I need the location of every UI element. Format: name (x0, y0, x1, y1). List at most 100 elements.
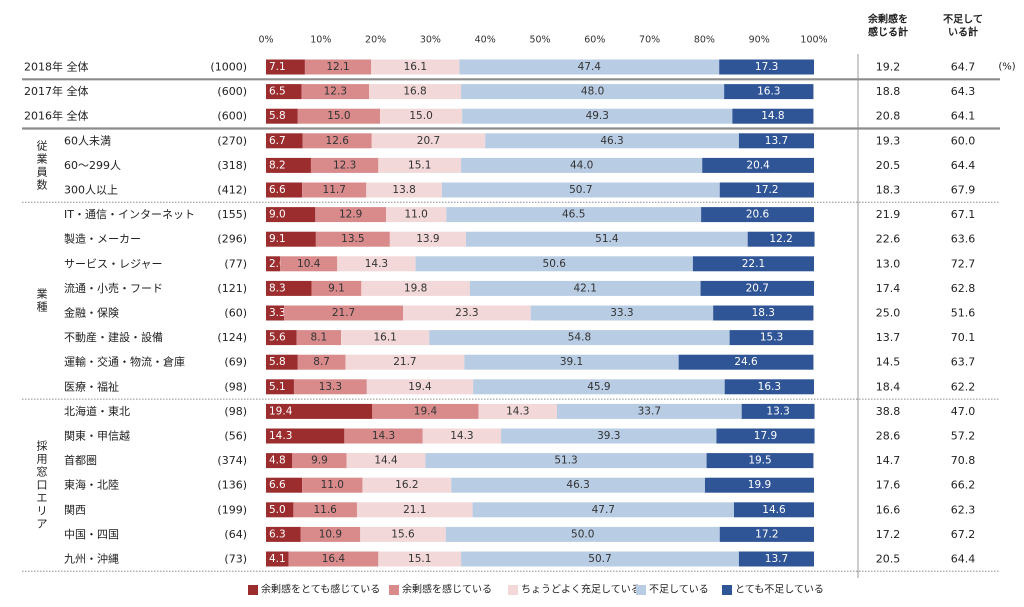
bar-segment (369, 84, 462, 100)
bar-value-label: 45.9 (587, 381, 610, 393)
bar-segment (372, 403, 479, 419)
bar-segment (478, 403, 557, 419)
bar-segment (266, 108, 298, 124)
bar-value-label: 5.6 (269, 332, 286, 344)
bar-value-label: 16.1 (404, 61, 427, 73)
bar-value-label: 15.6 (391, 528, 415, 540)
surplus-total: 25.0 (876, 307, 901, 320)
bar-value-label: 15.0 (409, 110, 432, 122)
legend-label: 余剰感を感じている (402, 583, 492, 596)
row-label: 2016年 全体 (24, 109, 89, 123)
bar-value-label: 4.1 (269, 553, 286, 565)
bar-segment (706, 453, 814, 469)
bar-segment (344, 428, 423, 444)
bar-value-label: 21.1 (403, 504, 426, 516)
bar-value-label: 50.0 (571, 528, 594, 540)
row-n: (318) (217, 159, 247, 172)
bar-value-label: 11.6 (313, 504, 337, 516)
row-n: (121) (217, 282, 247, 295)
bar-segment (445, 526, 720, 542)
bar-value-label: 21.7 (332, 307, 355, 319)
bar-segment (429, 330, 730, 346)
bar-segment (301, 84, 370, 100)
row-n: (77) (224, 257, 247, 270)
bar-value-label: 9.1 (328, 282, 345, 294)
bar-segment (346, 453, 426, 469)
bar-segment (747, 231, 815, 247)
bar-value-label: 9.0 (269, 209, 286, 221)
bar-value-label: 5.8 (269, 356, 286, 368)
bar-segment (266, 330, 297, 346)
bar-segment (415, 256, 693, 272)
bar-value-label: 16.3 (757, 86, 780, 98)
row-n: (56) (224, 430, 247, 443)
bar-segment (700, 280, 814, 296)
bar-segment (315, 207, 387, 223)
bar-segment (733, 502, 814, 518)
surplus-total: 19.3 (876, 134, 901, 147)
bar-segment (284, 305, 403, 321)
surplus-total: 21.9 (876, 208, 901, 221)
group-label-char: 口 (37, 479, 48, 492)
bar-segment (461, 551, 739, 567)
group-label-char: 員 (37, 165, 48, 178)
bar-segment (556, 403, 742, 419)
bar-segment (473, 379, 725, 395)
bar-value-label: 13.8 (392, 184, 415, 196)
bar-value-label: 11.0 (404, 209, 427, 221)
row-label: 2017年 全体 (24, 84, 89, 98)
bar-segment (378, 157, 462, 173)
shortage-total: 64.4 (951, 553, 976, 566)
bar-value-label: 14.3 (506, 405, 529, 417)
bar-value-label: 20.7 (746, 282, 769, 294)
bar-segment (389, 231, 467, 247)
row-n: (374) (217, 454, 247, 467)
row-label: 60～299人 (64, 159, 121, 172)
shortage-total: 67.2 (951, 528, 976, 541)
bar-value-label: 20.7 (417, 135, 440, 147)
bar-value-label: 20.4 (746, 159, 770, 171)
x-tick-label: 50% (529, 35, 550, 46)
row-label: 東海・北陸 (64, 478, 119, 492)
bar-segment (266, 256, 281, 272)
bar-segment (266, 379, 294, 395)
shortage-total: 57.2 (951, 430, 976, 443)
bar-segment (266, 157, 311, 173)
bar-segment (297, 108, 380, 124)
row-label: 300人以上 (64, 184, 118, 197)
shortage-total: 62.3 (951, 503, 976, 516)
bar-segment (266, 231, 316, 247)
bar-value-label: 48.0 (581, 86, 604, 98)
shortage-total: 62.2 (951, 380, 976, 393)
bar-segment (724, 379, 814, 395)
bar-value-label: 46.3 (600, 135, 623, 147)
x-tick-label: 70% (639, 35, 660, 46)
legend-label: とても不足している (735, 584, 824, 596)
x-tick-label: 0% (258, 35, 273, 46)
row-n: (412) (217, 184, 247, 197)
bar-value-label: 17.9 (754, 430, 777, 442)
bar-segment (366, 182, 442, 198)
group-label-char: 用 (37, 453, 48, 466)
bar-value-label: 23.3 (455, 307, 478, 319)
bar-value-label: 17.3 (755, 61, 778, 73)
bar-value-label: 8.2 (269, 159, 286, 171)
bar-value-label: 12.1 (326, 61, 349, 73)
row-label: サービス・レジャー (64, 257, 162, 270)
group-label-char: 窓 (37, 465, 48, 479)
surplus-total: 14.5 (876, 356, 901, 369)
bar-value-label: 4.8 (269, 455, 286, 467)
surplus-total: 18.8 (876, 85, 901, 98)
bar-segment (266, 59, 305, 75)
bar-segment (266, 305, 285, 321)
row-label: 九州・沖縄 (64, 552, 119, 566)
bar-value-label: 19.9 (748, 479, 771, 491)
bar-value-label: 5.8 (269, 110, 286, 122)
x-tick-label: 80% (694, 35, 715, 46)
bar-segment (379, 108, 463, 124)
bar-segment (310, 157, 379, 173)
bar-segment (378, 551, 462, 567)
shortage-total: 72.7 (951, 257, 976, 270)
bar-segment (738, 133, 814, 149)
